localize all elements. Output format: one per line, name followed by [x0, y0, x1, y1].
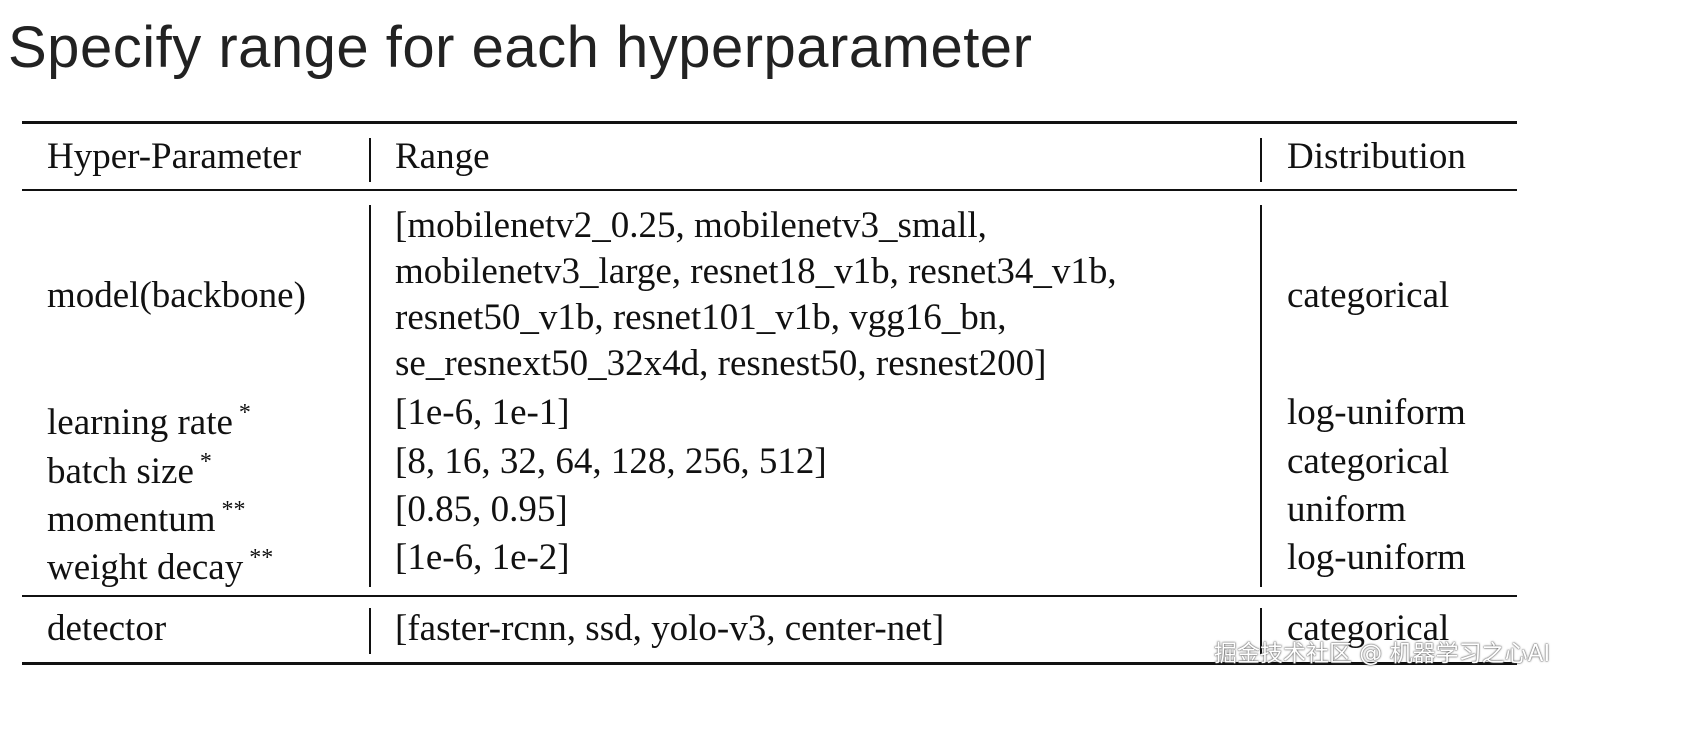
dist-learning-rate: log-uniform	[1287, 392, 1466, 433]
range-line: [mobilenetv2_0.25, mobilenetv3_small,	[395, 205, 987, 246]
range-batch-size: [8, 16, 32, 64, 128, 256, 512]	[395, 441, 827, 482]
range-line: mobilenetv3_large, resnet18_v1b, resnet3…	[395, 251, 1117, 292]
mid-rule	[22, 595, 1517, 597]
header-rule	[22, 189, 1517, 191]
page-title: Specify range for each hyperparameter	[8, 15, 1033, 80]
range-line: se_resnext50_32x4d, resnest50, resnest20…	[395, 343, 1047, 384]
range-detector: [faster-rcnn, ssd, yolo-v3, center-net]	[395, 608, 945, 649]
range-momentum: [0.85, 0.95]	[395, 489, 568, 530]
header-distribution: Distribution	[1287, 136, 1466, 177]
param-model: model(backbone)	[47, 275, 306, 316]
column-divider	[1260, 205, 1262, 587]
range-weight-decay: [1e-6, 1e-2]	[395, 537, 570, 578]
column-divider	[369, 608, 371, 654]
column-divider	[1260, 608, 1262, 654]
range-line: resnet50_v1b, resnet101_v1b, vgg16_bn,	[395, 297, 1007, 338]
watermark: 掘金技术社区 @ 机器学习之心AI	[1214, 641, 1551, 667]
param-weight-decay: weight decay **	[47, 545, 274, 588]
column-divider	[369, 205, 371, 587]
param-detector: detector	[47, 608, 167, 649]
dist-detector: categorical	[1287, 608, 1450, 649]
top-rule	[22, 121, 1517, 124]
dist-weight-decay: log-uniform	[1287, 537, 1466, 578]
param-learning-rate: learning rate *	[47, 400, 251, 443]
header-range: Range	[395, 136, 490, 177]
column-divider	[369, 138, 371, 182]
column-divider	[1260, 138, 1262, 182]
param-momentum: momentum **	[47, 497, 246, 540]
dist-momentum: uniform	[1287, 489, 1407, 530]
range-learning-rate: [1e-6, 1e-1]	[395, 392, 570, 433]
bottom-rule	[22, 662, 1517, 665]
dist-batch-size: categorical	[1287, 441, 1450, 482]
param-batch-size: batch size *	[47, 449, 212, 492]
dist-model: categorical	[1287, 275, 1450, 316]
header-hyperparameter: Hyper-Parameter	[47, 136, 302, 177]
